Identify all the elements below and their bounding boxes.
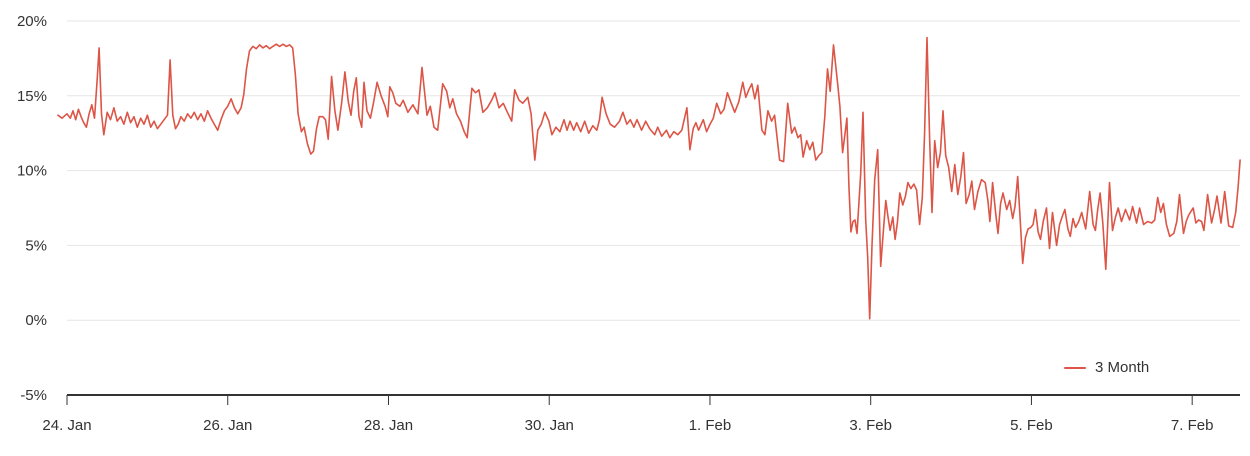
legend-line-marker xyxy=(1064,366,1086,369)
y-axis-label: 20% xyxy=(17,13,47,30)
y-axis-label: 0% xyxy=(25,312,47,329)
x-axis-label: 1. Feb xyxy=(689,417,732,434)
series-line-3-month[interactable] xyxy=(57,36,1241,320)
x-axis-label: 26. Jan xyxy=(203,417,252,434)
y-axis-label: -5% xyxy=(20,387,47,404)
y-axis-label: 5% xyxy=(25,237,47,254)
x-axis-label: 24. Jan xyxy=(42,417,91,434)
legend-item-3-month[interactable]: 3 Month xyxy=(1064,359,1149,376)
x-axis-label: 28. Jan xyxy=(364,417,413,434)
legend-label: 3 Month xyxy=(1095,359,1150,376)
x-axis-label: 3. Feb xyxy=(849,417,892,434)
x-axis-label: 7. Feb xyxy=(1171,417,1214,434)
y-axis-label: 15% xyxy=(17,88,47,105)
x-axis-label: 5. Feb xyxy=(1010,417,1053,434)
x-axis-label: 30. Jan xyxy=(525,417,574,434)
y-axis-label: 10% xyxy=(17,163,47,180)
